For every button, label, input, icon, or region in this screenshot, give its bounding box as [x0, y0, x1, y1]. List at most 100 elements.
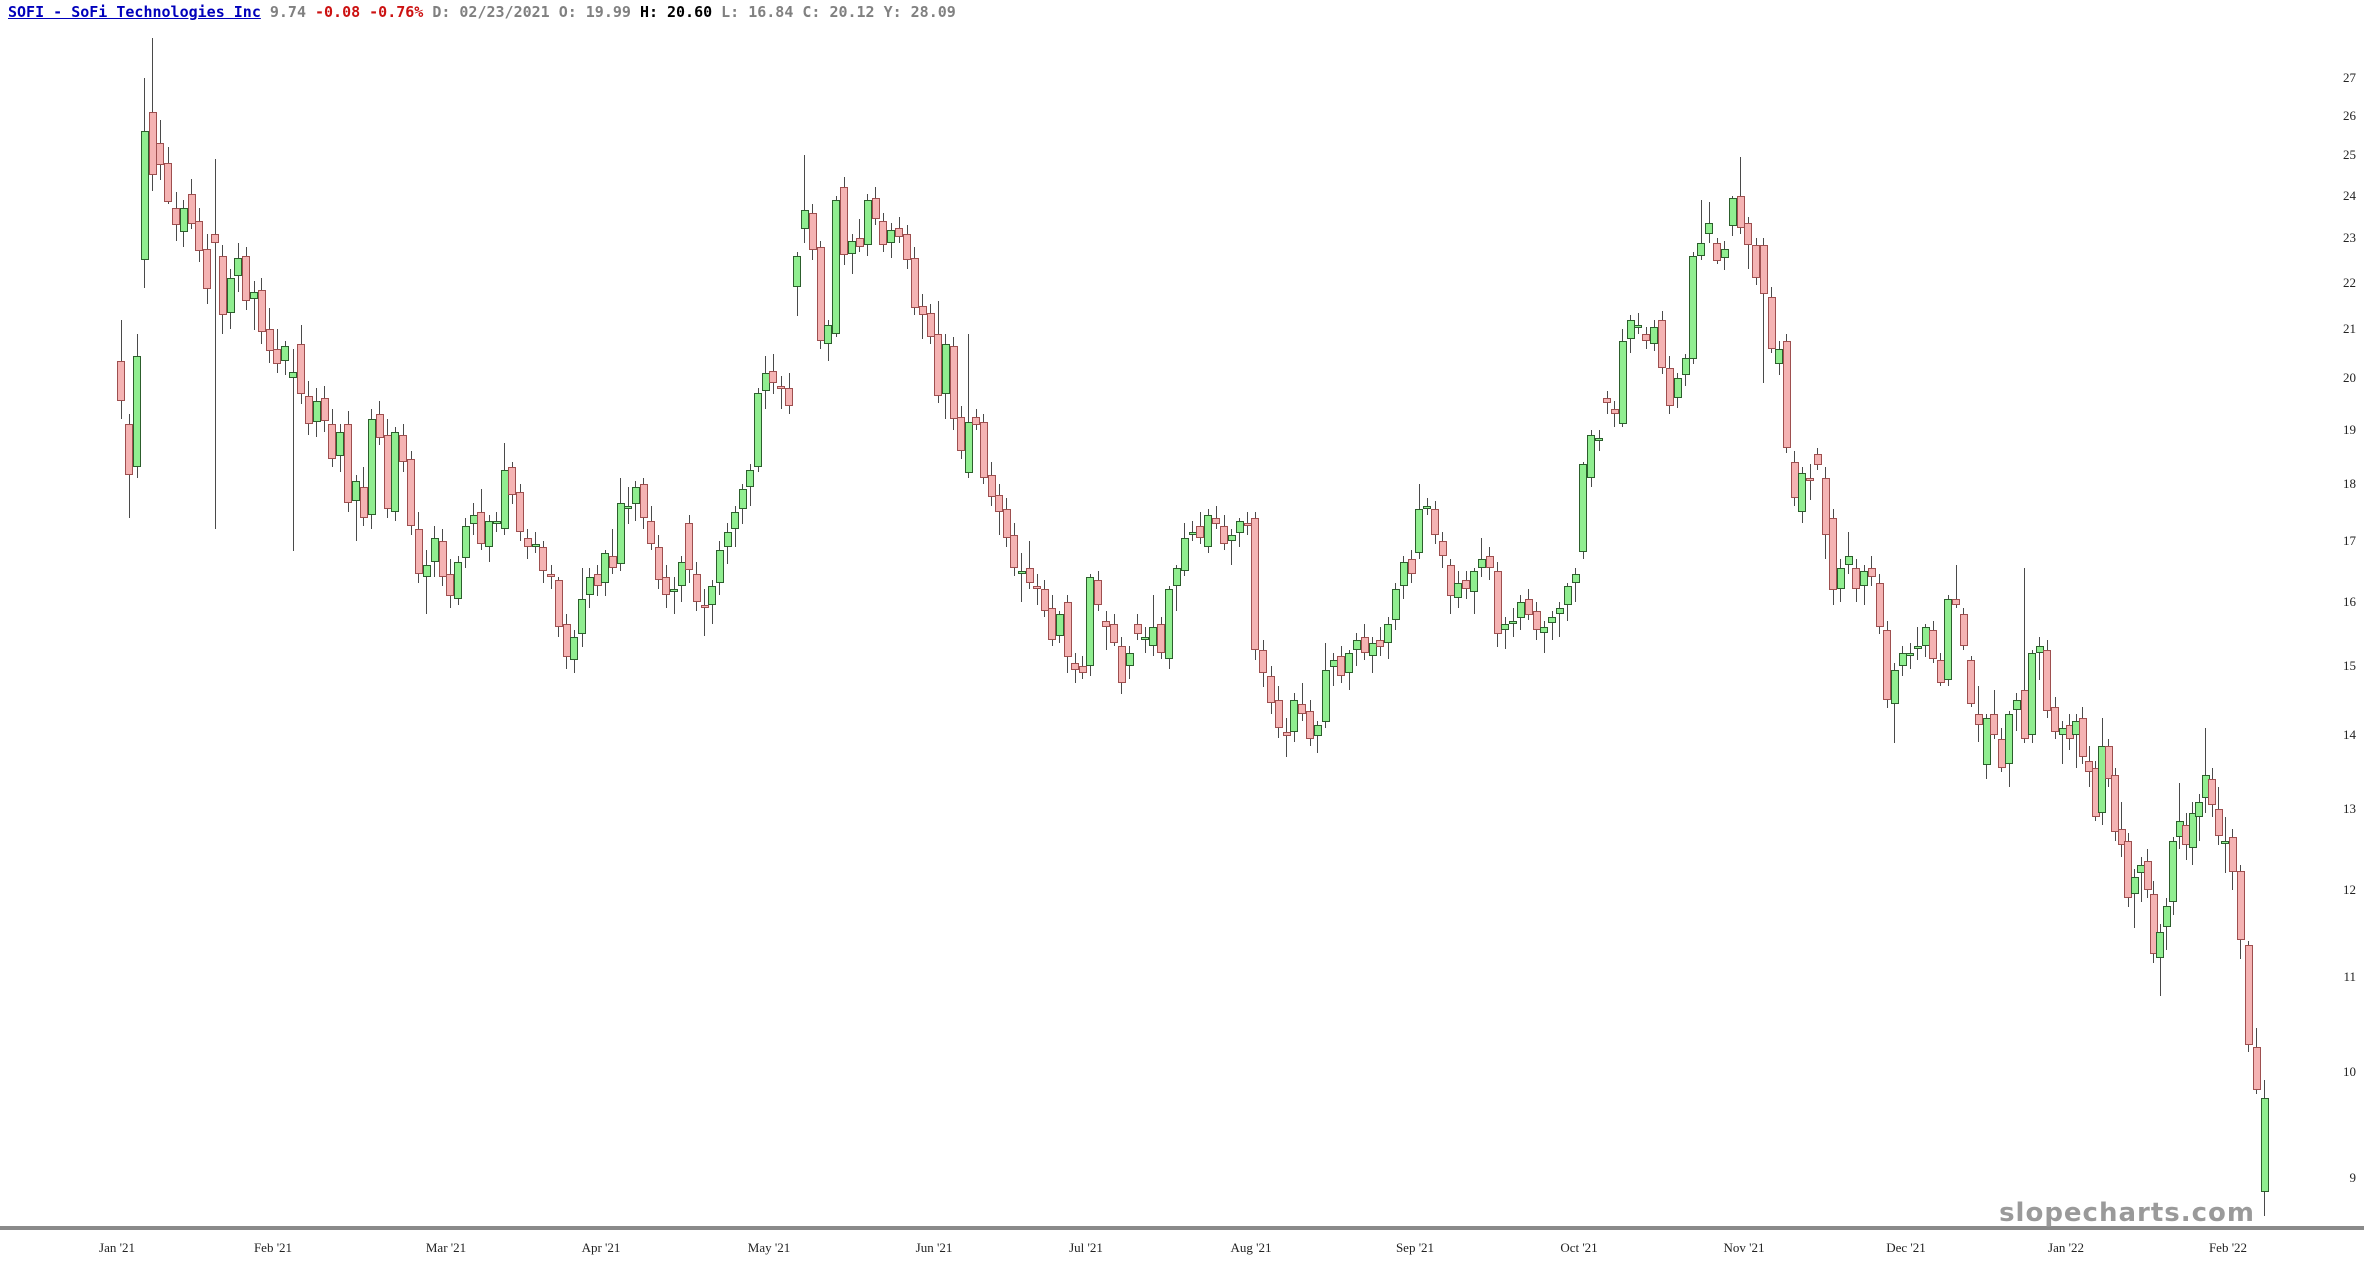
- candle[interactable]: [1384, 624, 1392, 643]
- candle[interactable]: [1852, 568, 1860, 589]
- candle[interactable]: [934, 334, 942, 396]
- candle[interactable]: [1829, 518, 1837, 590]
- candle[interactable]: [1744, 223, 1752, 245]
- candle[interactable]: [1494, 571, 1502, 634]
- candle[interactable]: [2036, 646, 2044, 653]
- candle[interactable]: [2124, 841, 2132, 898]
- candle[interactable]: [1173, 568, 1181, 586]
- candle[interactable]: [1392, 589, 1400, 620]
- candle[interactable]: [1899, 653, 1907, 666]
- candle[interactable]: [344, 424, 352, 503]
- candle[interactable]: [701, 605, 709, 608]
- candle[interactable]: [125, 424, 133, 475]
- candle[interactable]: [368, 419, 376, 515]
- candle[interactable]: [1548, 617, 1556, 623]
- candle[interactable]: [887, 230, 895, 243]
- candle[interactable]: [2253, 1047, 2261, 1090]
- candle[interactable]: [1345, 653, 1353, 673]
- candle[interactable]: [856, 238, 864, 247]
- candle[interactable]: [777, 386, 785, 389]
- candle[interactable]: [1627, 320, 1635, 339]
- candle[interactable]: [746, 470, 754, 487]
- candle[interactable]: [352, 481, 360, 501]
- candle[interactable]: [376, 414, 384, 438]
- candle[interactable]: [1967, 660, 1975, 704]
- candle[interactable]: [1018, 571, 1026, 574]
- candle[interactable]: [1423, 506, 1431, 509]
- candle[interactable]: [297, 344, 305, 394]
- candle[interactable]: [305, 396, 313, 424]
- candle[interactable]: [980, 422, 988, 478]
- candle[interactable]: [1470, 571, 1478, 592]
- candle[interactable]: [1634, 325, 1642, 328]
- candle[interactable]: [793, 256, 801, 287]
- candle[interactable]: [1983, 718, 1991, 765]
- candle[interactable]: [1314, 725, 1322, 736]
- candle[interactable]: [2195, 802, 2203, 817]
- candle[interactable]: [1540, 627, 1548, 633]
- candle[interactable]: [1048, 608, 1056, 640]
- candle[interactable]: [1658, 320, 1666, 368]
- ticker-link[interactable]: SOFI - SoFi Technologies Inc: [8, 3, 261, 21]
- candle[interactable]: [133, 356, 141, 467]
- candle[interactable]: [1689, 256, 1697, 359]
- candle[interactable]: [1408, 559, 1416, 574]
- candle[interactable]: [2051, 707, 2059, 732]
- candle[interactable]: [485, 521, 493, 547]
- candle[interactable]: [1204, 515, 1212, 547]
- candle[interactable]: [1960, 614, 1968, 646]
- candle[interactable]: [1501, 624, 1509, 630]
- candle[interactable]: [1431, 509, 1439, 535]
- candle[interactable]: [493, 521, 501, 524]
- candle[interactable]: [1883, 630, 1891, 700]
- candle[interactable]: [321, 398, 329, 421]
- candle[interactable]: [1102, 621, 1110, 627]
- candle[interactable]: [1141, 637, 1149, 640]
- candle[interactable]: [1149, 627, 1157, 646]
- candle[interactable]: [117, 361, 125, 401]
- candle[interactable]: [1447, 565, 1455, 596]
- candle[interactable]: [1860, 571, 1868, 586]
- candle[interactable]: [141, 131, 149, 260]
- candle[interactable]: [1806, 478, 1814, 481]
- candle[interactable]: [454, 562, 462, 599]
- candle[interactable]: [1914, 646, 1922, 649]
- candle[interactable]: [203, 249, 211, 289]
- candle[interactable]: [1713, 243, 1721, 261]
- candle[interactable]: [313, 401, 321, 422]
- candle[interactable]: [2215, 809, 2223, 836]
- candle[interactable]: [848, 241, 856, 254]
- candle[interactable]: [2261, 1098, 2269, 1192]
- candle[interactable]: [273, 349, 281, 364]
- candle[interactable]: [1259, 650, 1267, 673]
- candle[interactable]: [1944, 599, 1952, 680]
- candle[interactable]: [624, 506, 632, 509]
- candle[interactable]: [864, 200, 872, 245]
- candle[interactable]: [1595, 438, 1603, 441]
- candle[interactable]: [1906, 653, 1914, 656]
- candle[interactable]: [1619, 341, 1627, 424]
- candle[interactable]: [1181, 538, 1189, 571]
- candle[interactable]: [1064, 602, 1072, 657]
- candle[interactable]: [731, 512, 739, 529]
- candle[interactable]: [1275, 700, 1283, 728]
- candle[interactable]: [570, 637, 578, 660]
- candle[interactable]: [840, 187, 848, 255]
- candle[interactable]: [2189, 813, 2197, 848]
- candle[interactable]: [2237, 871, 2245, 940]
- candle[interactable]: [1026, 568, 1034, 583]
- candle[interactable]: [415, 529, 423, 574]
- candle[interactable]: [250, 292, 258, 299]
- candle[interactable]: [824, 325, 832, 344]
- candle[interactable]: [950, 346, 958, 419]
- candle[interactable]: [1721, 249, 1729, 258]
- candle[interactable]: [1486, 556, 1494, 568]
- candle[interactable]: [2163, 906, 2171, 927]
- candle[interactable]: [391, 432, 399, 512]
- candle[interactable]: [1228, 535, 1236, 541]
- candle[interactable]: [693, 574, 701, 602]
- candle[interactable]: [1975, 714, 1983, 725]
- candle[interactable]: [1322, 670, 1330, 722]
- candle[interactable]: [1071, 663, 1079, 670]
